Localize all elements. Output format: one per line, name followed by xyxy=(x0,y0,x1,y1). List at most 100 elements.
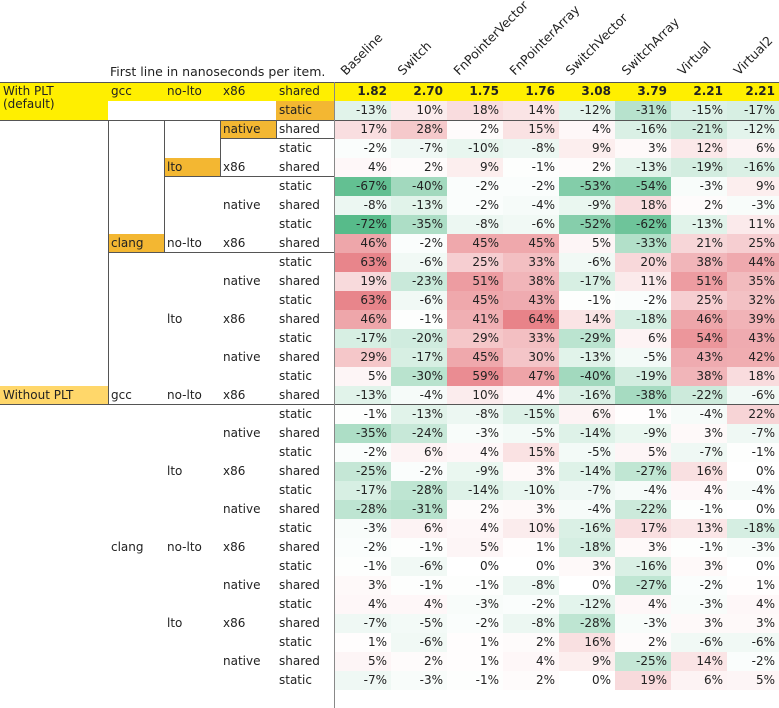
table-cell: 4% xyxy=(615,595,671,614)
table-cell: -6% xyxy=(391,291,447,310)
table-cell: -13% xyxy=(391,196,447,215)
table-cell: 46% xyxy=(334,310,391,329)
table-cell: -28% xyxy=(391,481,447,500)
linkage-label: static xyxy=(279,141,312,155)
table-cell: -6% xyxy=(391,633,447,652)
table-cell: 5% xyxy=(447,538,503,557)
table-cell: -1% xyxy=(391,538,447,557)
linkage-label: static xyxy=(279,331,312,345)
table-cell: 14% xyxy=(503,101,559,120)
table-cell: 9% xyxy=(559,139,615,158)
table-cell: -12% xyxy=(559,101,615,120)
table-cell: -2% xyxy=(334,538,391,557)
table-cell: 45% xyxy=(447,291,503,310)
table-cell: -30% xyxy=(391,367,447,386)
table-cell: -3% xyxy=(671,595,727,614)
linkage-label: shared xyxy=(279,160,320,174)
table-cell: -8% xyxy=(503,139,559,158)
table-cell: -1% xyxy=(391,576,447,595)
table-cell: 20% xyxy=(615,253,671,272)
table-cell: 1% xyxy=(727,576,779,595)
table-cell: 33% xyxy=(503,329,559,348)
table-cell: -8% xyxy=(503,614,559,633)
table-cell: -5% xyxy=(615,348,671,367)
table-cell: 3% xyxy=(615,538,671,557)
table-cell: 0% xyxy=(727,557,779,576)
table-cell: 4% xyxy=(727,595,779,614)
table-cell: -52% xyxy=(559,215,615,234)
arch-label: x86 xyxy=(223,464,246,478)
linkage-label: shared xyxy=(279,540,320,554)
arch-label: native xyxy=(223,578,261,592)
table-cell: -2% xyxy=(671,576,727,595)
table-cell: 38% xyxy=(503,272,559,291)
table-cell: 32% xyxy=(727,291,779,310)
table-cell: -7% xyxy=(391,139,447,158)
table-cell: 14% xyxy=(559,310,615,329)
table-cell: -22% xyxy=(671,386,727,405)
tree-line-lto xyxy=(164,120,165,252)
table-cell: 4% xyxy=(671,481,727,500)
linkage-label: static xyxy=(279,293,312,307)
linkage-label: shared xyxy=(279,502,320,516)
tree-line-compiler xyxy=(108,120,109,404)
table-cell: 29% xyxy=(447,329,503,348)
table-cell: -1% xyxy=(334,405,391,424)
table-cell: 2% xyxy=(391,158,447,177)
table-cell: 3% xyxy=(503,462,559,481)
lto-label: lto xyxy=(167,616,183,630)
table-cell: 2.21 xyxy=(727,82,779,101)
table-cell: -4% xyxy=(559,500,615,519)
table-cell: 5% xyxy=(559,234,615,253)
table-cell: 6% xyxy=(391,519,447,538)
table-cell: 39% xyxy=(727,310,779,329)
table-cell: -67% xyxy=(334,177,391,196)
table-cell: 45% xyxy=(447,234,503,253)
group-label: With PLT (default) xyxy=(0,82,108,120)
table-cell: 6% xyxy=(615,329,671,348)
linkage-label: shared xyxy=(279,350,320,364)
lto-label: no-lto xyxy=(167,236,202,250)
table-cell: -6% xyxy=(391,557,447,576)
table-cell: 38% xyxy=(671,253,727,272)
table-cell: -72% xyxy=(334,215,391,234)
table-cell: -7% xyxy=(334,614,391,633)
compiler-label: clang xyxy=(108,234,164,253)
table-cell: -6% xyxy=(727,633,779,652)
table-cell: 4% xyxy=(559,120,615,139)
arch-label: x86 xyxy=(223,236,246,250)
table-cell: -15% xyxy=(503,405,559,424)
table-cell: -38% xyxy=(615,386,671,405)
table-cell: 19% xyxy=(334,272,391,291)
table-cell: -25% xyxy=(334,462,391,481)
table-cell: -19% xyxy=(615,367,671,386)
table-cell: -2% xyxy=(334,139,391,158)
table-cell: -3% xyxy=(391,671,447,690)
table-cell: -6% xyxy=(671,633,727,652)
table-cell: 1% xyxy=(503,538,559,557)
arch-label: native xyxy=(223,654,261,668)
lto-label: no-lto xyxy=(167,388,202,402)
table-cell: -14% xyxy=(559,424,615,443)
table-cell: -23% xyxy=(391,272,447,291)
linkage-label: shared xyxy=(279,198,320,212)
table-cell: 4% xyxy=(391,595,447,614)
table-cell: 10% xyxy=(391,101,447,120)
table-cell: -8% xyxy=(447,215,503,234)
column-header-virtual2: Virtual2 xyxy=(730,32,776,78)
table-cell: 46% xyxy=(671,310,727,329)
table-cell: -13% xyxy=(559,348,615,367)
table-cell: -15% xyxy=(671,101,727,120)
table-cell: -4% xyxy=(727,481,779,500)
table-cell: 2.70 xyxy=(391,82,447,101)
table-cell: -14% xyxy=(559,462,615,481)
table-cell: -31% xyxy=(391,500,447,519)
table-cell: -28% xyxy=(559,614,615,633)
table-cell: -14% xyxy=(447,481,503,500)
table-cell: -18% xyxy=(559,538,615,557)
arch-divider xyxy=(220,138,334,139)
lto-label: lto xyxy=(167,464,183,478)
table-cell: -17% xyxy=(391,348,447,367)
arch-label: x86 xyxy=(223,160,246,174)
